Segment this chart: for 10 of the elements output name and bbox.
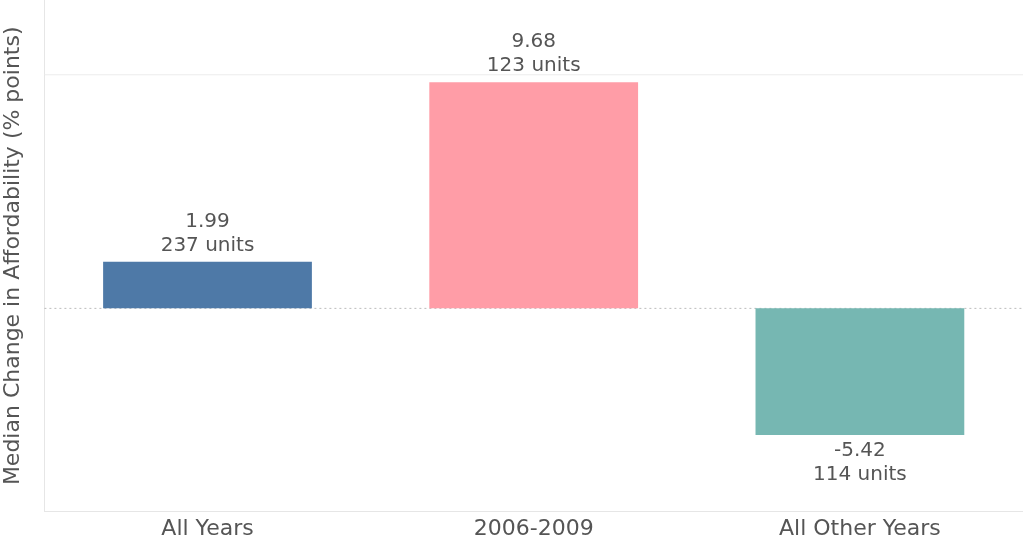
- data-label: 1.99: [185, 208, 230, 233]
- x-tick-label: All Other Years: [779, 514, 941, 540]
- annotation: 123 units: [486, 52, 581, 77]
- x-tick-label: 2006-2009: [473, 514, 594, 540]
- annotation: 114 units: [813, 461, 907, 486]
- annotation: 237 units: [160, 232, 255, 257]
- y-axis-title: Median Change in Affordability (% points): [0, 26, 24, 486]
- data-label: -5.42: [834, 437, 886, 462]
- x-tick-label: All Years: [161, 514, 254, 540]
- data-label: 9.68: [511, 28, 556, 53]
